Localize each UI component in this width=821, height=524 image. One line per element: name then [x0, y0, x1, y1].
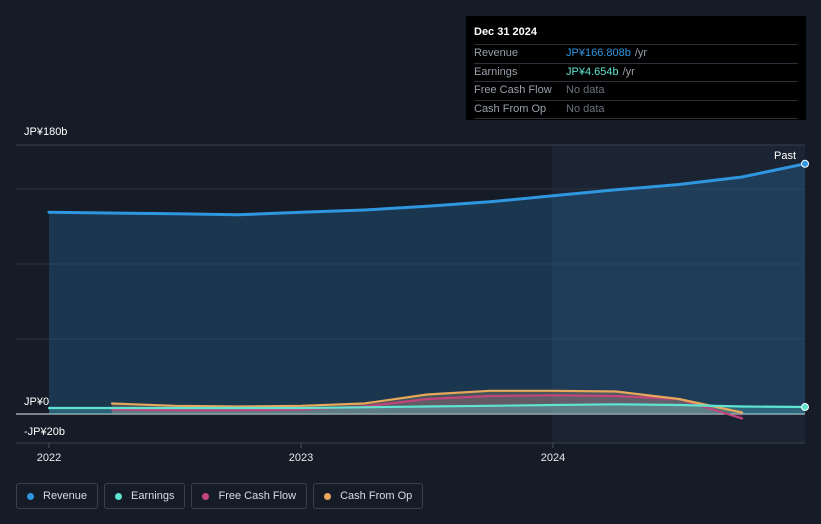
tooltip-value: JP¥4.654b: [566, 65, 619, 78]
tooltip-row-fcf: Free Cash Flow No data: [474, 81, 798, 100]
data-tooltip: Dec 31 2024 Revenue JP¥166.808b /yr Earn…: [466, 16, 806, 120]
chart-legend: Revenue Earnings Free Cash Flow Cash Fro…: [16, 483, 424, 511]
x-tick-label: 2022: [37, 452, 61, 464]
tooltip-unit: /yr: [634, 47, 648, 59]
tooltip-row-cfo: Cash From Op No data: [474, 99, 798, 119]
area-fill-earnings: [49, 404, 805, 414]
y-tick-label-top: JP¥180b: [24, 126, 68, 138]
legend-item-free-cash-flow[interactable]: Free Cash Flow: [191, 483, 308, 509]
legend-item-earnings[interactable]: Earnings: [104, 483, 186, 509]
legend-dot-icon: [115, 492, 123, 500]
tooltip-label: Cash From Op: [474, 102, 547, 115]
legend-item-cash-from-op[interactable]: Cash From Op: [313, 483, 424, 509]
legend-label: Revenue: [43, 490, 88, 502]
x-tick-label: 2024: [541, 452, 565, 464]
tooltip-label: Free Cash Flow: [474, 84, 552, 96]
series-line-free-cash-flow: [110, 394, 744, 420]
legend-label: Earnings: [131, 490, 175, 502]
tooltip-value: No data: [566, 84, 605, 96]
tooltip-label: Revenue: [474, 47, 519, 59]
series-line-revenue: [47, 162, 807, 217]
forecast-shade: [552, 145, 805, 443]
series-line-cash-from-op: [110, 389, 744, 414]
past-label: Past: [774, 150, 797, 162]
tooltip-row-earnings: Earnings JP¥4.654b /yr: [474, 62, 798, 82]
tooltip-value: JP¥166.808b: [566, 47, 631, 59]
legend-dot-icon: [27, 492, 34, 500]
end-point-revenue: [801, 159, 809, 168]
series-lines: [47, 159, 809, 420]
legend-item-revenue[interactable]: Revenue: [16, 483, 99, 509]
end-point-earnings: [801, 403, 809, 412]
area-fills: [49, 163, 805, 419]
x-tick-label: 2023: [289, 452, 313, 464]
legend-dot-icon: [324, 492, 332, 500]
y-tick-label-bottom: -JP¥20b: [24, 426, 65, 438]
tooltip-row-revenue: Revenue JP¥166.808b /yr: [474, 44, 798, 63]
tooltip-date: Dec 31 2024: [474, 26, 537, 38]
tooltip-unit: /yr: [622, 65, 635, 78]
gridlines: [16, 144, 805, 444]
series-line-earnings: [47, 403, 807, 410]
legend-label: Cash From Op: [340, 490, 413, 502]
x-axis: 2022 2023 2024: [37, 443, 565, 464]
legend-dot-icon: [202, 492, 210, 500]
y-tick-label-zero: JP¥0: [24, 396, 50, 408]
tooltip-value: No data: [566, 102, 605, 115]
area-fill-revenue: [49, 163, 805, 414]
tooltip-label: Earnings: [474, 65, 518, 78]
legend-label: Free Cash Flow: [218, 490, 297, 502]
